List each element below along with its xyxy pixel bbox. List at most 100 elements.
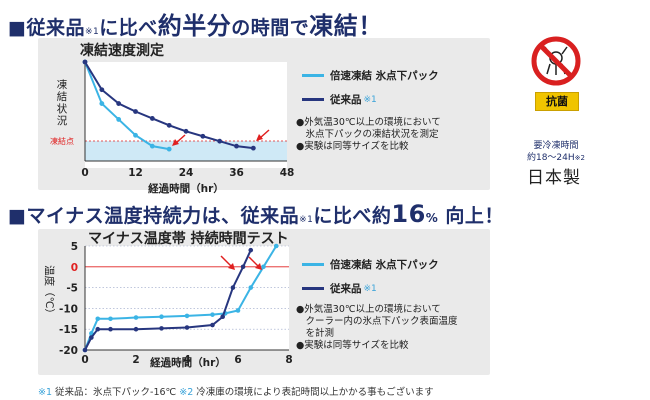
footnote: ※1 従来品：氷点下パック-16℃ ※2 冷凍庫の環境により表記時間以上かかる事… bbox=[38, 384, 434, 398]
data-point bbox=[149, 116, 155, 121]
data-point bbox=[82, 59, 88, 65]
y-tick-label: 5 bbox=[71, 241, 78, 253]
heading-square: ■ bbox=[8, 17, 27, 39]
data-point bbox=[217, 138, 223, 144]
antibacterial-badge: 抗菌 bbox=[535, 92, 579, 111]
data-point bbox=[261, 264, 266, 270]
data-point bbox=[250, 145, 256, 151]
y-axis-label-char: 凍 bbox=[57, 78, 68, 91]
data-point bbox=[210, 322, 215, 328]
heading-text: 従来品 bbox=[26, 17, 85, 39]
legend-label: 従来品 bbox=[330, 94, 362, 106]
freezing-point-label: 凍結点 bbox=[50, 136, 74, 146]
data-point bbox=[210, 312, 215, 317]
data-point bbox=[95, 326, 101, 332]
x-tick-labels: 0 2 4 6 8 bbox=[81, 354, 292, 366]
x-tick-labels: 0 12 24 36 48 bbox=[81, 167, 294, 179]
series-lines bbox=[82, 243, 279, 353]
chart-duration: 5 0 -5 -10 -15 -20 0 2 4 6 8 温度（℃） 経過時間（hr） bbox=[43, 241, 293, 369]
footnote-mark: ※1 bbox=[38, 387, 53, 398]
legend-swatch bbox=[302, 74, 324, 77]
x-tick-label: 0 bbox=[81, 167, 88, 179]
note-line: ●実験は同等サイズを比較 bbox=[296, 340, 409, 351]
data-point bbox=[133, 315, 139, 320]
y-tick-label: 0 bbox=[71, 262, 78, 274]
y-axis-label-char: 況 bbox=[57, 115, 68, 127]
legend-item-conventional: 従来品 ※1 bbox=[302, 92, 439, 107]
legend-freezing: 倍速凍結 氷点下パック 従来品 ※1 bbox=[302, 68, 439, 107]
note-line: を計測 bbox=[296, 328, 335, 339]
data-point bbox=[99, 87, 105, 93]
antibacterial-icon bbox=[531, 36, 581, 86]
made-in-japan: 日本製 bbox=[527, 168, 581, 188]
heading-note: ※1 bbox=[84, 27, 100, 37]
x-tick-label: 24 bbox=[179, 167, 194, 179]
x-tick-label: 12 bbox=[128, 167, 143, 179]
data-point bbox=[184, 325, 190, 330]
y-tick-label: -10 bbox=[59, 303, 78, 315]
legend-item-fast: 倍速凍結 氷点下パック bbox=[302, 257, 439, 272]
note-line: クーラー内の氷点下パック表面温度 bbox=[296, 316, 458, 327]
freeze-time-text: 約18〜24H bbox=[526, 153, 575, 163]
data-point bbox=[240, 264, 246, 270]
heading-top: ■従来品※1に比べ約半分の時間で凍結！ bbox=[8, 6, 383, 41]
x-tick-label: 4 bbox=[183, 354, 190, 366]
data-point bbox=[82, 347, 88, 353]
arrow-marker bbox=[256, 129, 270, 141]
data-point bbox=[166, 146, 172, 152]
data-point bbox=[234, 143, 239, 149]
legend-duration: 倍速凍結 氷点下パック 従来品 ※1 bbox=[302, 257, 439, 296]
y-tick-label: -15 bbox=[59, 324, 78, 336]
series-line-fast bbox=[84, 61, 170, 151]
footnote-text: 冷凍庫の環境により表記時間以上かかる事もございます bbox=[193, 387, 434, 398]
legend-swatch bbox=[302, 263, 324, 266]
freeze-time-note: ※2 bbox=[574, 154, 585, 162]
data-point bbox=[108, 326, 113, 332]
legend-label: 倍速凍結 氷点下パック bbox=[330, 70, 439, 82]
x-axis-label: 経過時間（hr） bbox=[150, 356, 226, 369]
arrow-marker bbox=[172, 134, 186, 146]
heading-middle: ■マイナス温度持続力は、従来品※1に比べ約16% 向上！ bbox=[8, 200, 504, 228]
heading-note: ※1 bbox=[299, 215, 314, 225]
heading-percent: % bbox=[425, 211, 439, 225]
data-point bbox=[99, 101, 105, 106]
data-point bbox=[248, 285, 254, 290]
data-point bbox=[133, 132, 138, 138]
notes-freezing: ●外気温30℃以上の環境において 氷点下パックの凍結状況を測定 ●実験は同等サイ… bbox=[296, 117, 441, 153]
data-point bbox=[108, 316, 113, 322]
x-tick-label: 8 bbox=[285, 354, 292, 366]
x-tick-label: 2 bbox=[132, 354, 139, 366]
heading-text: の時間で bbox=[231, 17, 310, 39]
note-line: 氷点下パックの凍結状況を測定 bbox=[296, 129, 439, 140]
note-line: ●外気温30℃以上の環境において bbox=[296, 117, 441, 128]
legend-note: ※1 bbox=[363, 94, 377, 105]
heading-text: に比べ bbox=[99, 17, 158, 39]
legend-swatch bbox=[302, 287, 324, 290]
legend-item-fast: 倍速凍結 氷点下パック bbox=[302, 68, 439, 83]
plot-background bbox=[85, 246, 289, 350]
y-axis-label: 凍結状況 bbox=[57, 78, 68, 127]
data-point bbox=[159, 314, 164, 320]
chart-title-freezing: 凍結速度測定 bbox=[80, 43, 164, 59]
series-lines bbox=[82, 59, 256, 152]
data-point bbox=[159, 326, 164, 331]
chart-title-duration: マイナス温度帯 持続時間テスト bbox=[88, 231, 289, 247]
data-point bbox=[235, 308, 241, 313]
legend-label: 従来品 bbox=[330, 283, 362, 295]
data-point bbox=[184, 313, 190, 319]
heading-emphasis: 16 bbox=[391, 200, 426, 228]
data-point bbox=[273, 243, 279, 249]
note-line: ●実験は同等サイズを比較 bbox=[296, 141, 409, 152]
data-point bbox=[248, 247, 254, 253]
data-point bbox=[220, 314, 225, 320]
heading-emphasis: 約半分 bbox=[157, 12, 232, 40]
x-tick-label: 6 bbox=[234, 354, 241, 366]
legend-swatch bbox=[302, 98, 324, 101]
data-point bbox=[133, 109, 138, 114]
x-tick-label: 48 bbox=[280, 167, 295, 179]
heading-text: に比べ約 bbox=[313, 205, 392, 227]
x-tick-label: 0 bbox=[81, 354, 88, 366]
data-point bbox=[116, 101, 122, 106]
footnote-text: 従来品：氷点下パック-16℃ bbox=[52, 387, 180, 398]
data-point bbox=[166, 122, 172, 128]
